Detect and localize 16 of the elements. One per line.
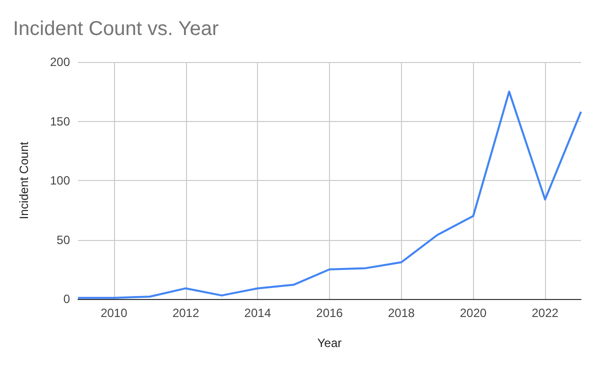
y-tick-label: 0 [63,292,70,306]
y-tick-label: 100 [50,174,70,188]
y-tick-label: 200 [50,55,70,69]
x-tick-label: 2010 [100,306,128,320]
chart-title: Incident Count vs. Year [13,18,220,40]
y-tick-label: 50 [56,232,70,247]
x-tick-label: 2022 [532,306,559,320]
y-axis-title: Incident Count [17,141,31,220]
x-tick-label: 2016 [316,306,344,320]
x-tick-label: 2020 [460,306,487,320]
x-tick-label: 2018 [388,306,416,320]
line-series [77,90,582,299]
x-axis-title: Year [317,336,342,350]
x-tick-label: 2014 [244,306,272,320]
x-tick-label: 2012 [172,306,200,320]
y-tick-label: 150 [50,114,70,128]
